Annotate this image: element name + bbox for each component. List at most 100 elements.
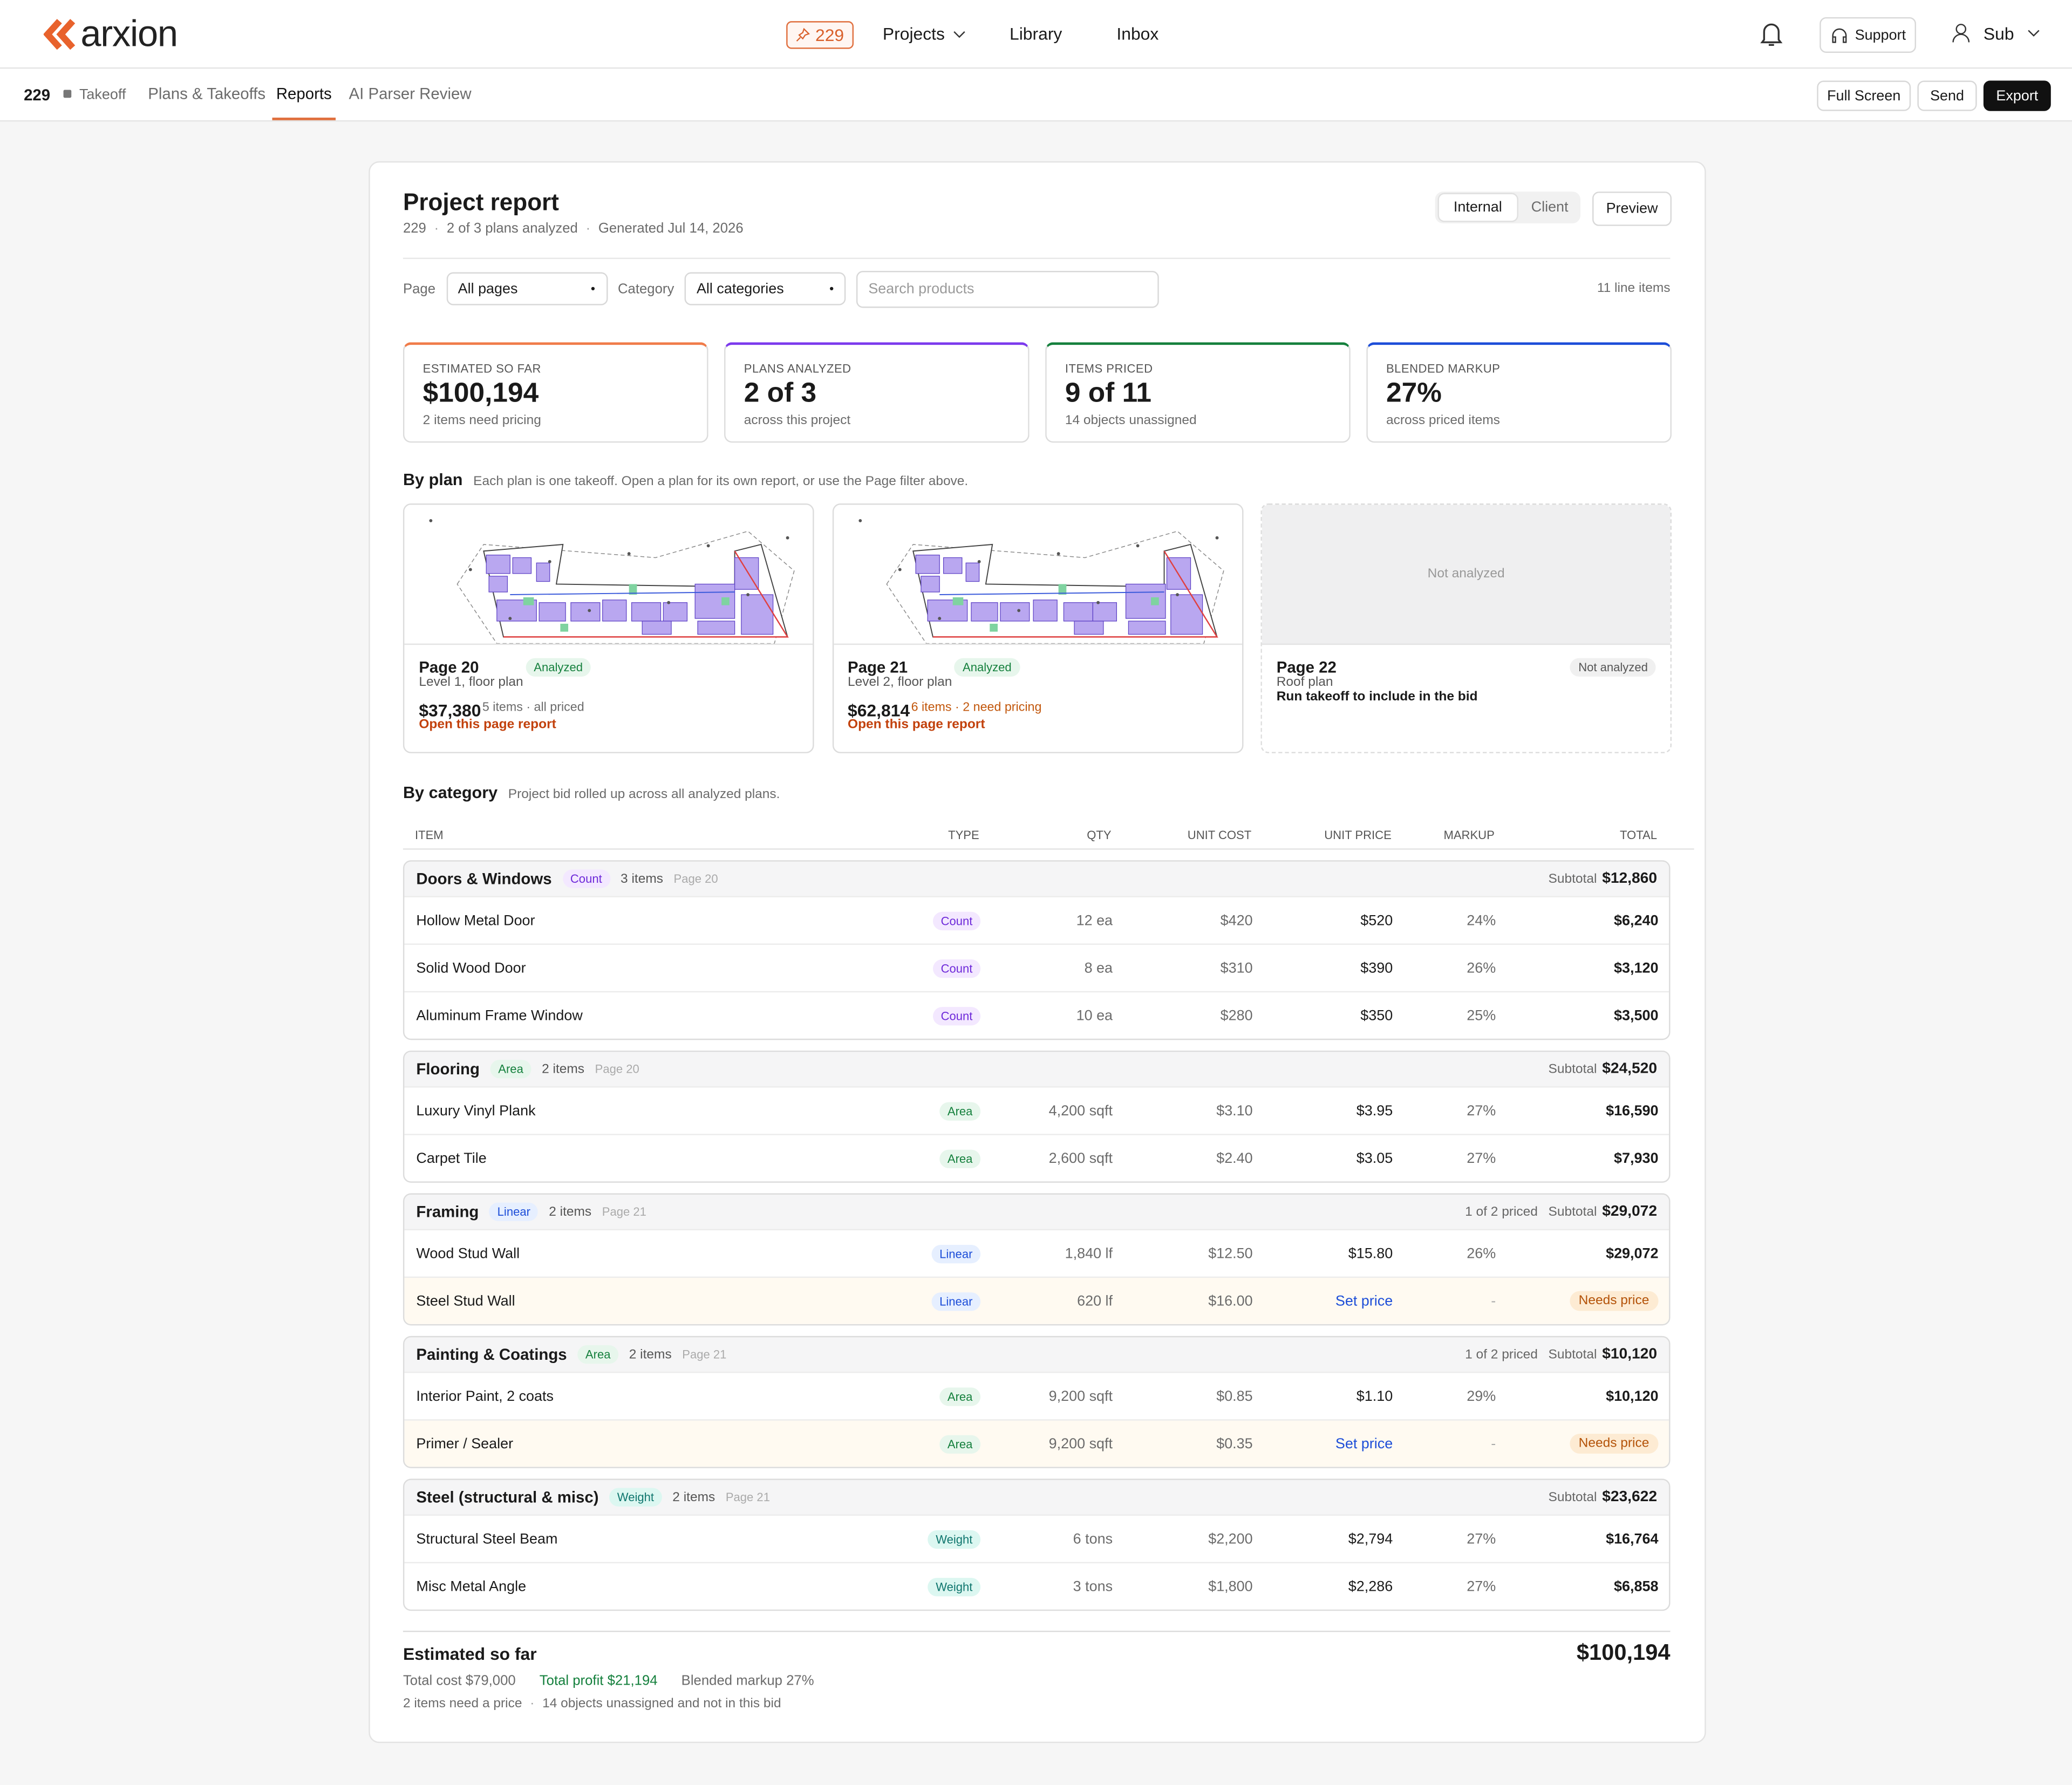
group-count: 3 items bbox=[621, 871, 663, 887]
kpi-note: 14 objects unassigned bbox=[1065, 413, 1197, 428]
status-dot bbox=[63, 90, 72, 98]
unit-price[interactable]: Set price bbox=[1335, 1435, 1393, 1452]
unit-cost: $16.00 bbox=[1208, 1293, 1253, 1309]
subtotal-label: Subtotal bbox=[1548, 1204, 1597, 1219]
filters: Page All pages ● Category All categories ●… bbox=[403, 270, 1671, 308]
type-cell: Weight bbox=[874, 1529, 981, 1548]
view-toggle: Internal Client bbox=[1435, 192, 1580, 223]
support-button[interactable]: Support bbox=[1819, 17, 1917, 53]
toggle-internal[interactable]: Internal bbox=[1437, 193, 1518, 222]
markup: 27% bbox=[1467, 1102, 1496, 1119]
group-page: Page 20 bbox=[673, 872, 718, 885]
plan-card[interactable]: Not analyzed Page 22 Not analyzed Roof plan… bbox=[1260, 503, 1672, 753]
group-count: 2 items bbox=[672, 1490, 715, 1505]
placeholder: Search products bbox=[868, 281, 974, 297]
type-badge: Count bbox=[932, 911, 981, 930]
bell-icon[interactable] bbox=[1759, 21, 1784, 47]
plan-card[interactable]: Page 21 Analyzed Level 2, floor plan $62,81… bbox=[831, 503, 1243, 753]
kpi-card: PLANS ANALYZED 2 of 3 across this project bbox=[724, 342, 1030, 443]
type-cell: Area bbox=[874, 1101, 981, 1120]
type-cell: Linear bbox=[874, 1291, 981, 1311]
type-badge: Linear bbox=[489, 1202, 539, 1221]
preview-button[interactable]: Preview bbox=[1592, 192, 1672, 226]
type-badge: Area bbox=[577, 1345, 619, 1364]
group-name: Steel (structural & misc) bbox=[416, 1488, 599, 1507]
kpi-row: ESTIMATED SO FAR $100,194 2 items need pri… bbox=[403, 342, 1672, 443]
qty: 4,200 sqft bbox=[1048, 1102, 1113, 1119]
kpi-card: BLENDED MARKUP 27% across priced items bbox=[1366, 342, 1672, 443]
status-pill: Not analyzed bbox=[1570, 658, 1656, 677]
nav-library[interactable]: Library bbox=[1010, 24, 1062, 44]
plan-desc: Level 2, floor plan bbox=[848, 675, 952, 690]
unit-cost: $0.85 bbox=[1216, 1388, 1253, 1405]
stat-value: $79,000 bbox=[465, 1673, 516, 1689]
kpi-label: ITEMS PRICED bbox=[1065, 362, 1153, 376]
markup: 27% bbox=[1467, 1578, 1496, 1595]
line-count: 11 line items bbox=[1597, 281, 1671, 296]
select-value: All pages bbox=[458, 281, 518, 297]
unit-price[interactable]: Set price bbox=[1335, 1293, 1393, 1309]
nav-inbox[interactable]: Inbox bbox=[1116, 24, 1158, 44]
top-bar: arxion 229 Projects Library Inbox Suppor… bbox=[0, 0, 2072, 69]
summary-title: Estimated so far bbox=[403, 1644, 537, 1664]
tab[interactable]: Plans & Takeoffs bbox=[148, 84, 266, 104]
button-label: Preview bbox=[1606, 201, 1658, 217]
meta-item: 2 of 3 plans analyzed bbox=[426, 221, 578, 236]
type-cell: Weight bbox=[874, 1577, 981, 1596]
total: $7,930 bbox=[1614, 1150, 1659, 1167]
total: $16,590 bbox=[1606, 1102, 1659, 1119]
nav-projects[interactable]: Projects bbox=[883, 24, 966, 44]
fullscreen-button[interactable]: Full Screen bbox=[1817, 80, 1911, 111]
user-menu[interactable]: Sub bbox=[1952, 23, 2040, 44]
category-group: Painting & Coatings Area 2 items Page 21 1 o… bbox=[403, 1336, 1671, 1468]
type-badge: Weight bbox=[928, 1529, 981, 1548]
section-subtitle: Each plan is one takeoff. Open a plan fo… bbox=[473, 474, 969, 489]
type-cell: Area bbox=[874, 1149, 981, 1168]
subtotal: $12,860 bbox=[1602, 870, 1658, 887]
qty: 620 lf bbox=[1077, 1293, 1113, 1309]
report-meta: 2292 of 3 plans analyzedGenerated Jul 14… bbox=[403, 221, 1671, 236]
table-header: ITEM TYPE QTY UNIT COST UNIT PRICE MARKUP TOTA… bbox=[403, 821, 1694, 850]
page-select[interactable]: All pages ● bbox=[446, 272, 608, 305]
type-badge: Linear bbox=[931, 1244, 981, 1263]
type-cell: Count bbox=[874, 911, 981, 930]
needs-price: Needs price bbox=[1569, 1434, 1659, 1454]
tab-active[interactable]: Reports bbox=[272, 69, 336, 120]
group-header: Steel (structural & misc) Weight 2 items Pa… bbox=[404, 1480, 1669, 1515]
by-plan-heading: By plan Each plan is one takeoff. Open a … bbox=[403, 471, 1671, 489]
plan-link[interactable]: Open this page report bbox=[419, 717, 556, 732]
unit-cost: $0.35 bbox=[1216, 1435, 1253, 1452]
summary-notes: 2 items need a price14 objects unassigne… bbox=[403, 1697, 781, 1711]
line-item: Luxury Vinyl Plank Area 4,200 sqft $3.10 $3.… bbox=[404, 1086, 1669, 1134]
status-label: Takeoff bbox=[79, 87, 126, 104]
logo[interactable]: arxion bbox=[43, 13, 178, 55]
tab[interactable]: AI Parser Review bbox=[349, 84, 472, 104]
export-button[interactable]: Export bbox=[1983, 80, 2051, 111]
plan-thumbnail bbox=[429, 519, 795, 644]
summary-total: $100,194 bbox=[1576, 1640, 1671, 1665]
item-name: Interior Paint, 2 coats bbox=[416, 1388, 554, 1405]
item-name: Structural Steel Beam bbox=[416, 1531, 558, 1547]
plan-row: Page 20 Analyzed Level 1, floor plan $37,38… bbox=[403, 503, 1672, 753]
category-select[interactable]: All categories ● bbox=[684, 272, 846, 305]
subtotal-label: Subtotal bbox=[1548, 1347, 1597, 1362]
markup: 27% bbox=[1467, 1150, 1496, 1167]
unit-cost: $420 bbox=[1220, 912, 1253, 929]
type-cell: Linear bbox=[489, 1202, 539, 1221]
toggle-client[interactable]: Client bbox=[1531, 199, 1569, 216]
plan-link[interactable]: Open this page report bbox=[848, 717, 985, 732]
nav-label: Library bbox=[1010, 24, 1062, 44]
stat-label: Total profit bbox=[539, 1673, 604, 1689]
meta-item: 229 bbox=[403, 220, 426, 237]
status-pill: Analyzed bbox=[955, 658, 1020, 677]
total: $16,764 bbox=[1606, 1531, 1659, 1547]
group-header: Flooring Area 2 items Page 20 Subtotal $24,52… bbox=[404, 1052, 1669, 1087]
total: $3,500 bbox=[1614, 1007, 1659, 1024]
chevron bbox=[953, 30, 965, 38]
plan-card[interactable]: Page 20 Analyzed Level 1, floor plan $37,38… bbox=[403, 503, 814, 753]
markup: 29% bbox=[1467, 1388, 1496, 1405]
send-button[interactable]: Send bbox=[1917, 80, 1977, 111]
search-input[interactable]: Search products bbox=[856, 270, 1160, 308]
project-badge[interactable]: 229 bbox=[786, 21, 854, 49]
section-title: By plan bbox=[403, 470, 463, 489]
